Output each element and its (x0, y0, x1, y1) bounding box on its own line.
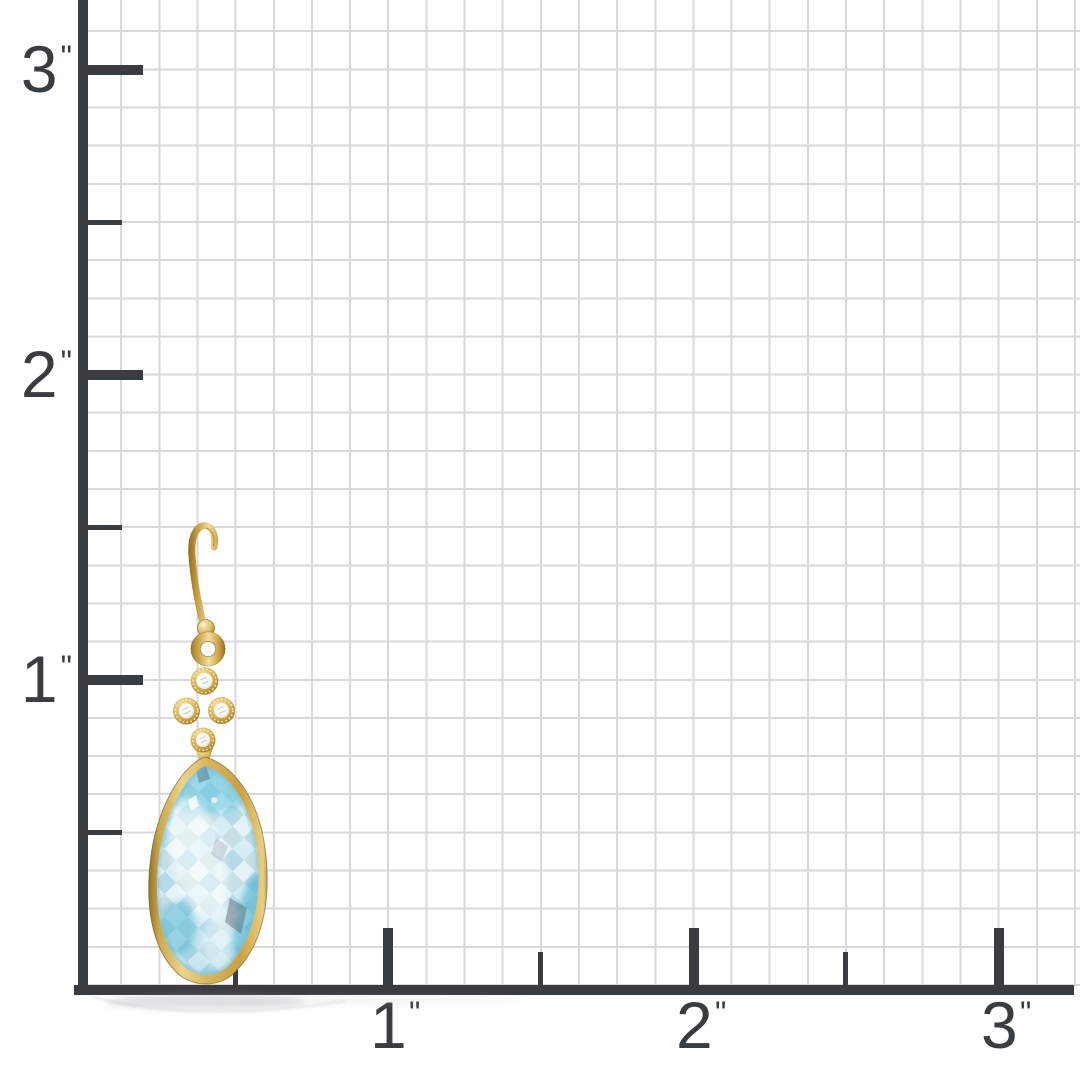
x-axis-label-3in: 3 " (981, 988, 1032, 1062)
label-value: 3 (20, 32, 58, 106)
x-minor-tick-0-5in (233, 952, 238, 985)
x-axis-label-2in: 2 " (676, 988, 727, 1062)
y-axis-label-3in: 3 " (20, 32, 72, 106)
vertical-ruler-bar (78, 0, 88, 995)
x-axis-label-1in: 1 " (370, 988, 421, 1062)
label-value: 2 (20, 337, 58, 411)
y-minor-tick-0-5in (88, 830, 122, 835)
inch-mark: " (409, 995, 421, 1031)
drop-shadow (91, 994, 520, 1013)
label-value: 2 (676, 988, 713, 1062)
inch-mark: " (60, 649, 72, 685)
y-major-tick-3in (88, 65, 143, 75)
label-value: 3 (981, 988, 1018, 1062)
horizontal-ruler-bar (74, 985, 1074, 995)
y-major-tick-2in (88, 370, 143, 380)
inch-mark: " (715, 995, 727, 1031)
inch-mark: " (1020, 995, 1032, 1031)
x-major-tick-3in (994, 928, 1004, 985)
y-major-tick-1in (88, 675, 143, 685)
x-major-tick-1in (383, 928, 393, 985)
y-axis-label-1in: 1 " (20, 642, 72, 716)
y-minor-tick-2-5in (88, 220, 122, 225)
y-axis-label-2in: 2 " (20, 337, 72, 411)
y-minor-tick-1-5in (88, 525, 122, 530)
label-value: 1 (370, 988, 407, 1062)
ruler-grid-background (82, 0, 1080, 986)
label-value: 1 (20, 642, 58, 716)
x-minor-tick-1-5in (538, 952, 543, 985)
x-major-tick-2in (689, 928, 699, 985)
inch-mark: " (60, 39, 72, 75)
inch-mark: " (60, 344, 72, 380)
x-minor-tick-2-5in (843, 952, 848, 985)
